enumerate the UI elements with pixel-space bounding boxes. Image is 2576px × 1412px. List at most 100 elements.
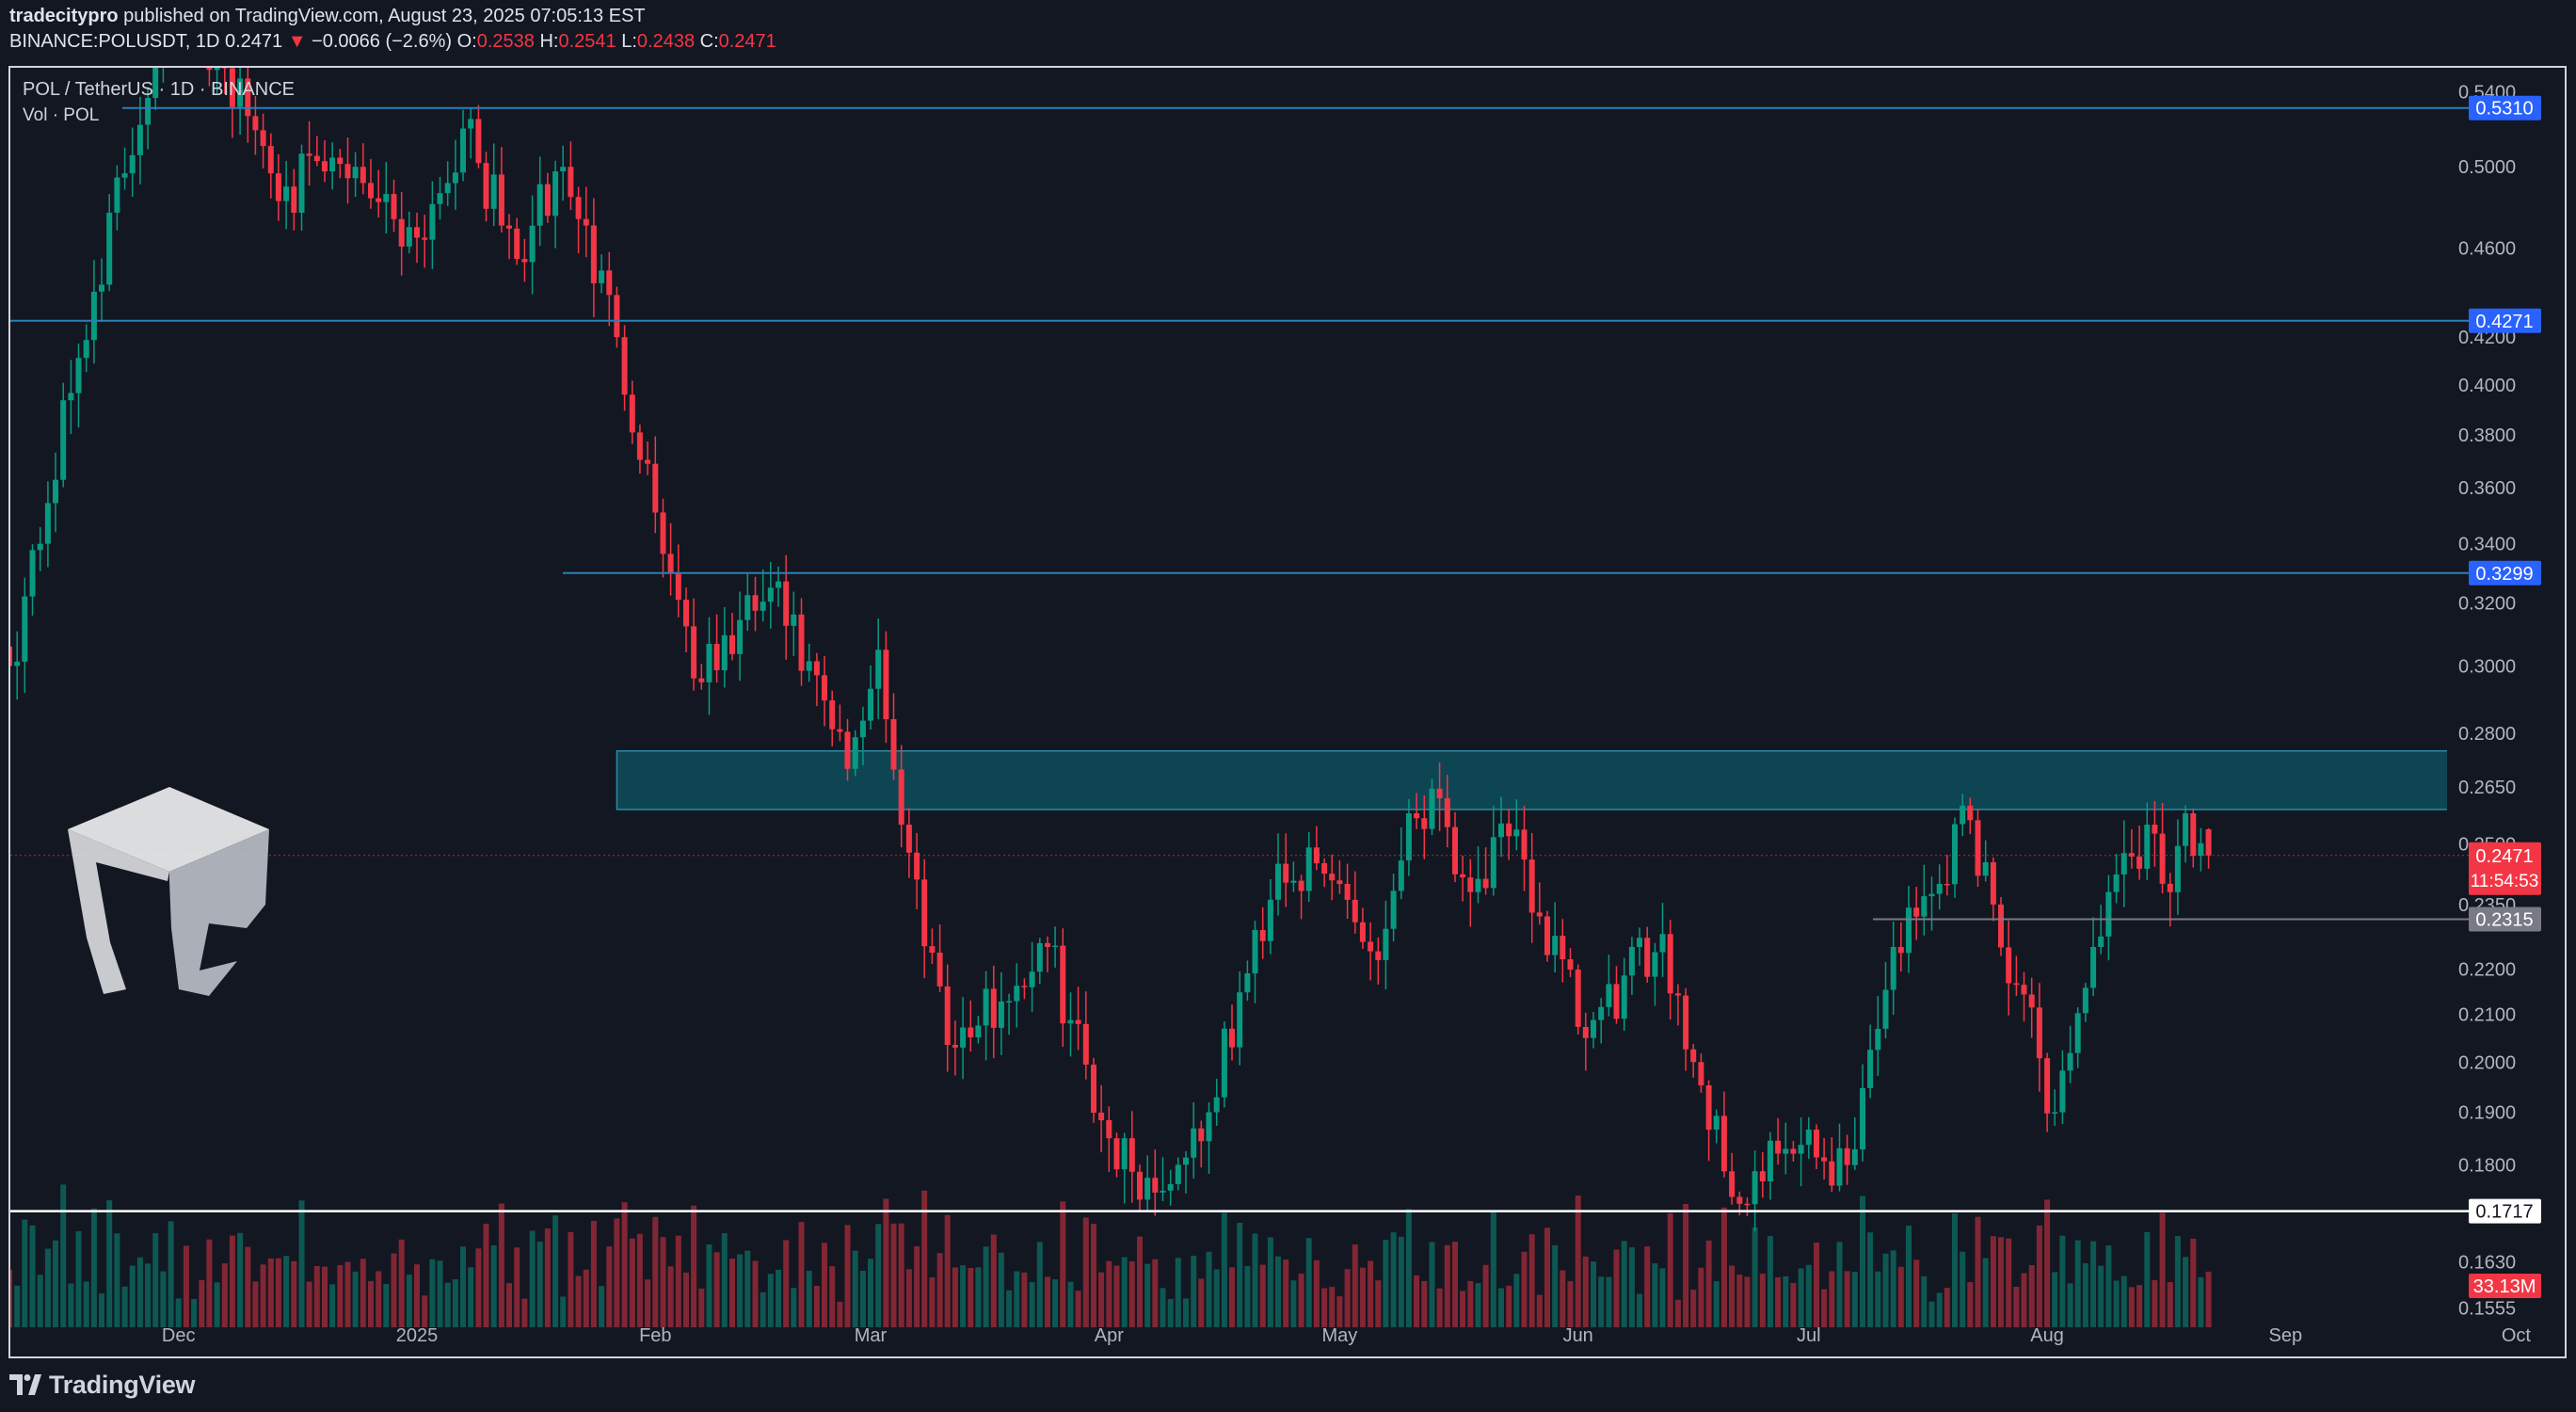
candle-body (1060, 945, 1066, 1024)
volume-bar (1613, 1249, 1620, 1327)
candle-body (829, 700, 836, 730)
volume-bar (1229, 1267, 1235, 1327)
volume-bar (322, 1266, 328, 1327)
candle-body (214, 68, 220, 71)
price-tick-label: 0.1630 (2458, 1253, 2516, 1274)
volume-bar (2098, 1265, 2104, 1327)
candle-body (1982, 862, 1989, 876)
volume-bar (152, 1233, 159, 1327)
candle-body (1098, 1113, 1105, 1121)
candle-body (721, 634, 728, 670)
volume-bar (444, 1282, 451, 1327)
candle-body (14, 661, 21, 666)
candle-body (1851, 1149, 1858, 1165)
candle-body (606, 270, 613, 296)
volume-bar (767, 1274, 774, 1327)
candle-body (1752, 1171, 1758, 1205)
candle-body (568, 167, 574, 198)
volume-bar (406, 1275, 412, 1327)
volume-bar (1805, 1264, 1812, 1327)
candle-body (1775, 1140, 1782, 1154)
candle-body (391, 194, 397, 219)
volume-bar (136, 1257, 143, 1327)
volume-bar (852, 1250, 858, 1327)
change-arrow-icon: ▼ (287, 31, 307, 52)
volume-bar (837, 1301, 843, 1327)
candle-body (1674, 993, 1681, 996)
volume-bar (606, 1246, 613, 1327)
volume-bar (1744, 1276, 1751, 1327)
volume-bar (229, 1235, 235, 1327)
candle-body (114, 177, 120, 213)
volume-bar (1429, 1242, 1435, 1327)
candle-body (237, 78, 244, 107)
last-price-tag (2469, 842, 2541, 895)
volume-bar (1906, 1225, 1912, 1327)
candle-body (221, 68, 228, 69)
volume-bar (1944, 1288, 1950, 1327)
candle-body (813, 661, 820, 676)
price-tick-label: 0.5000 (2458, 157, 2516, 178)
candle-body (1906, 907, 1912, 954)
volume-bar (713, 1252, 720, 1327)
volume-bar (1637, 1293, 1642, 1327)
volume-bar (737, 1254, 744, 1327)
volume-bar (691, 1205, 697, 1327)
volume-bar (483, 1224, 489, 1327)
volume-bar (83, 1281, 89, 1327)
candle-body (10, 646, 12, 666)
candle-body (260, 130, 266, 147)
volume-bar (1591, 1261, 1596, 1327)
candle-body (868, 688, 873, 721)
author-name[interactable]: tradecitypro (9, 6, 119, 26)
candle-body (245, 78, 251, 117)
candle-body (1375, 951, 1382, 960)
tradingview-branding[interactable]: TradingView (9, 1369, 196, 1401)
volume-bar (1221, 1212, 1227, 1327)
volume-bar (1121, 1257, 1128, 1327)
candle-body (22, 596, 28, 662)
candle-body (68, 393, 74, 401)
candle-body (1921, 896, 1928, 917)
volume-bar (905, 1269, 912, 1327)
candle-body (859, 720, 866, 738)
candle-body (1321, 863, 1328, 874)
candle-body (1191, 1128, 1197, 1158)
candle-body (629, 394, 635, 433)
candle-body (1045, 942, 1050, 947)
candle-body (1967, 805, 1974, 821)
volume-bar (2090, 1241, 2097, 1327)
candle-body (875, 650, 882, 689)
volume-bar (944, 1214, 951, 1327)
candle-body (422, 237, 428, 240)
volume-legend[interactable]: Vol · POL (23, 105, 100, 125)
candle-body (837, 729, 843, 732)
candle-body (1029, 971, 1035, 987)
candle-body (1152, 1178, 1159, 1193)
volume-bar (983, 1246, 989, 1327)
volume-bar (1982, 1258, 1989, 1327)
volume-bar (1490, 1211, 1496, 1327)
volume-bar (1698, 1267, 1704, 1327)
level-price-label: 0.5310 (2475, 99, 2533, 120)
volume-bar (1213, 1269, 1220, 1327)
level-price-label: 0.2315 (2475, 910, 2533, 931)
volume-bar (1452, 1242, 1458, 1327)
volume-bar (2174, 1236, 2181, 1327)
candle-body (798, 614, 805, 671)
price-tick-label: 0.2800 (2458, 724, 2516, 745)
candle-body (1720, 1115, 1727, 1172)
volume-bar (1967, 1282, 1974, 1327)
last-price: 0.2471 (224, 31, 283, 52)
chart-legend-title[interactable]: POL / TetherUS · 1D · BINANCE (23, 79, 295, 100)
volume-bar (206, 1239, 213, 1327)
candle-body (1014, 986, 1020, 1002)
candle-body (1305, 847, 1312, 891)
candle-body (1744, 1203, 1751, 1206)
candle-body (952, 1045, 958, 1048)
volume-bar (1259, 1264, 1266, 1327)
candle-body (1975, 820, 1981, 876)
price-tick-label: 0.3000 (2458, 656, 2516, 677)
volume-bar (221, 1263, 228, 1327)
